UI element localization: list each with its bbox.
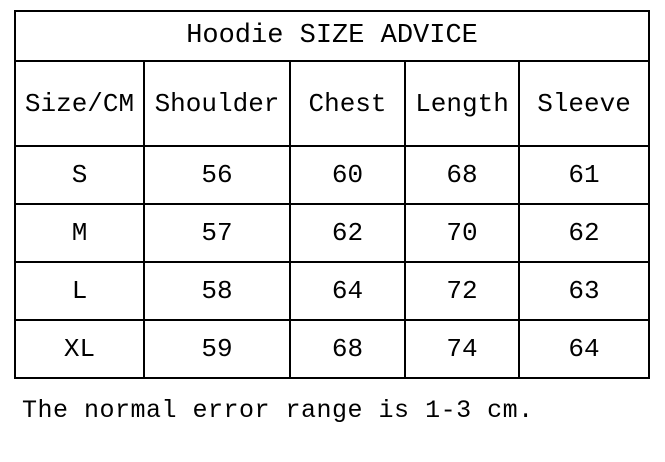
sleeve-value: 61 <box>517 145 651 205</box>
table-row-s: S 56 60 68 61 <box>14 145 651 205</box>
chest-value: 60 <box>289 145 406 205</box>
table-title-row: Hoodie SIZE ADVICE <box>13 10 651 62</box>
column-header-size: Size/CM <box>14 60 145 147</box>
length-value: 68 <box>404 145 520 205</box>
chest-value: 68 <box>289 319 406 379</box>
sleeve-value: 62 <box>517 203 651 263</box>
chest-value: 62 <box>289 203 406 263</box>
size-label: M <box>14 203 145 263</box>
size-chart-table: Hoodie SIZE ADVICE Size/CM Shoulder Ches… <box>13 10 651 379</box>
shoulder-value: 59 <box>143 319 291 379</box>
length-value: 72 <box>404 261 520 321</box>
size-label: S <box>14 145 145 205</box>
table-row-l: L 58 64 72 63 <box>14 261 651 321</box>
error-range-note: The normal error range is 1-3 cm. <box>22 396 534 425</box>
shoulder-value: 58 <box>143 261 291 321</box>
column-header-shoulder: Shoulder <box>143 60 291 147</box>
column-header-length: Length <box>404 60 520 147</box>
sleeve-value: 64 <box>517 319 651 379</box>
length-value: 70 <box>404 203 520 263</box>
shoulder-value: 57 <box>143 203 291 263</box>
length-value: 74 <box>404 319 520 379</box>
table-title: Hoodie SIZE ADVICE <box>13 10 651 62</box>
sleeve-value: 63 <box>517 261 651 321</box>
chest-value: 64 <box>289 261 406 321</box>
column-header-sleeve: Sleeve <box>517 60 651 147</box>
shoulder-value: 56 <box>143 145 291 205</box>
table-row-xl: XL 59 68 74 64 <box>14 319 651 379</box>
size-chart-page: Hoodie SIZE ADVICE Size/CM Shoulder Ches… <box>0 10 665 462</box>
table-header-row: Size/CM Shoulder Chest Length Sleeve <box>14 60 651 147</box>
size-label: XL <box>14 319 145 379</box>
column-header-chest: Chest <box>289 60 406 147</box>
table-row-m: M 57 62 70 62 <box>14 203 651 263</box>
size-label: L <box>14 261 145 321</box>
